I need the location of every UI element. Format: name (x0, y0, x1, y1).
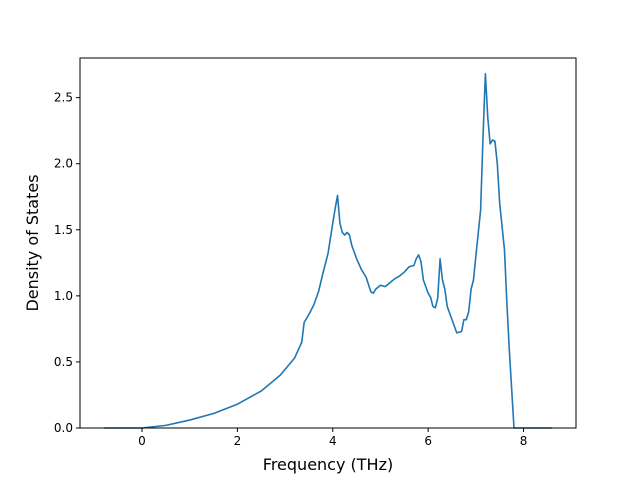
y-tick-label: 0.0 (54, 421, 73, 435)
x-axis-label: Frequency (THz) (263, 455, 393, 474)
x-axis: 0 2 4 6 8 (138, 428, 527, 448)
x-tick-label: 4 (329, 434, 337, 448)
y-tick-label: 0.5 (54, 355, 73, 369)
plot-layer (103, 73, 553, 429)
y-tick-label: 2.5 (54, 91, 73, 105)
x-tick-label: 6 (424, 434, 432, 448)
y-tick-label: 2.0 (54, 157, 73, 171)
x-tick-label: 2 (234, 434, 242, 448)
y-tick-label: 1.5 (54, 223, 73, 237)
dos-line-series-0 (103, 73, 553, 429)
y-axis: 0.0 0.5 1.0 1.5 2.0 2.5 (54, 91, 80, 435)
y-axis-label: Density of States (23, 174, 42, 311)
x-tick-label: 8 (520, 434, 528, 448)
x-tick-label: 0 (138, 434, 146, 448)
plot-frame (79, 57, 577, 429)
y-tick-label: 1.0 (54, 289, 73, 303)
